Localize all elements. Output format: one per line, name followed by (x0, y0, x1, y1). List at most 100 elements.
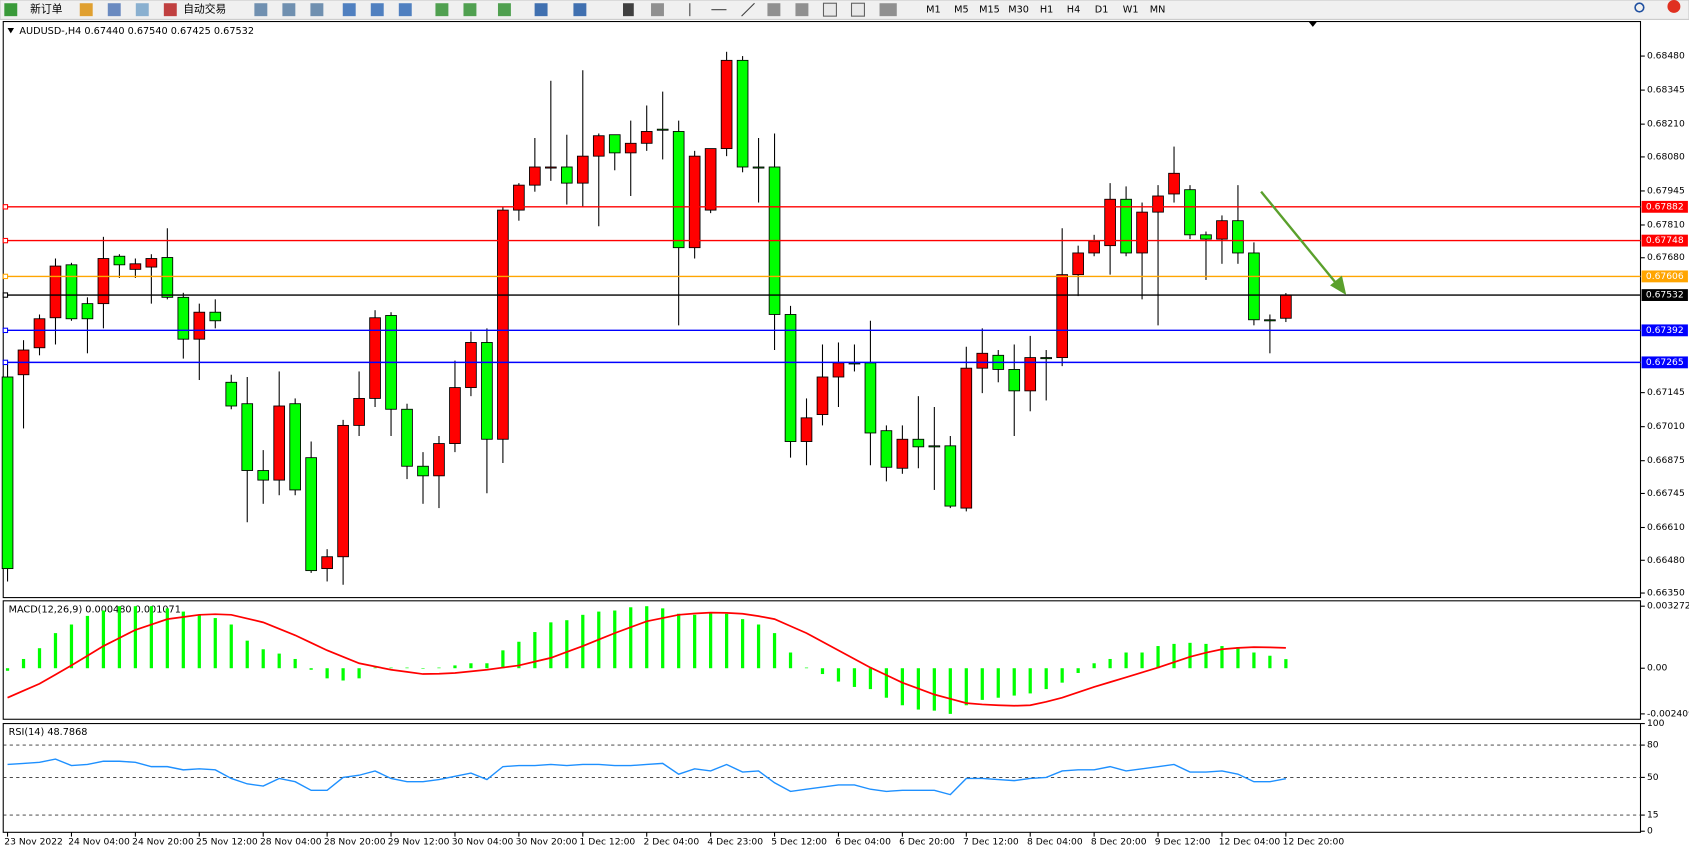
candle-body (672, 131, 685, 249)
tool-icon[interactable] (463, 3, 477, 17)
level-anchor (2, 237, 9, 244)
tool-icon[interactable] (254, 3, 268, 17)
candle-body (273, 405, 286, 481)
candle-body (177, 296, 190, 340)
x-tick-label: 30 Nov 20:00 (516, 838, 578, 848)
x-tick-label: 12 Dec 20:00 (1283, 838, 1345, 848)
tool-icon[interactable] (135, 3, 149, 17)
autotrade-button[interactable]: 自动交易 (183, 3, 226, 16)
periods[interactable] (534, 3, 548, 17)
text-tool[interactable] (822, 2, 837, 17)
candle-body (704, 148, 717, 211)
macd-bar (1044, 668, 1048, 690)
level-label: 0.67392 (1646, 326, 1684, 336)
macd-bar (533, 632, 537, 669)
candle-body (624, 142, 637, 154)
x-tick-label: 8 Dec 20:00 (1091, 838, 1147, 848)
candle-body (1248, 252, 1260, 321)
macd-bar (133, 606, 137, 669)
macd-bar (1124, 652, 1128, 669)
notification-badge[interactable] (1667, 0, 1681, 13)
level-anchor (2, 292, 9, 298)
timeframe-button[interactable]: M5 (954, 5, 969, 16)
cursor-tool[interactable] (623, 3, 634, 17)
indicators[interactable] (497, 3, 511, 17)
candle-body (481, 342, 493, 440)
trend-arrow-head (1330, 275, 1347, 296)
candle-body (209, 311, 222, 322)
candle-body (656, 128, 669, 131)
macd-bar (421, 668, 425, 669)
tool-icon[interactable] (282, 3, 296, 17)
tile-windows[interactable] (398, 3, 412, 17)
candle-body (576, 155, 589, 184)
macd-bar (613, 610, 617, 669)
templates[interactable] (573, 3, 587, 17)
fibo-tool[interactable] (795, 3, 809, 17)
y-tick-label: 0.68080 (1647, 152, 1685, 162)
label-tool[interactable] (850, 2, 865, 17)
candle-body (592, 135, 605, 157)
y-tick-label: 0.68480 (1647, 52, 1685, 62)
macd-bar (661, 608, 665, 669)
tool-icon[interactable] (107, 3, 121, 17)
macd-panel (2, 600, 1642, 720)
tool-icon[interactable] (435, 3, 449, 17)
x-tick-label: 24 Nov 04:00 (68, 838, 130, 848)
candle-body (1152, 195, 1164, 213)
candle-body (449, 387, 461, 444)
candle-body (129, 263, 142, 270)
autotrade-icon[interactable] (163, 3, 177, 17)
timeframe-button[interactable]: D1 (1095, 5, 1109, 16)
level-anchor (2, 359, 9, 366)
trend-arrow (1260, 190, 1340, 288)
candle-body (433, 443, 445, 477)
tool-icon[interactable] (79, 3, 93, 17)
candle-body (1072, 252, 1084, 276)
x-tick-label: 7 Dec 12:00 (963, 838, 1019, 848)
arrows-tool[interactable] (879, 3, 897, 17)
tool-icon[interactable] (310, 3, 324, 17)
macd-bar (309, 668, 313, 670)
crosshair-tool[interactable] (651, 3, 664, 17)
zoom-in[interactable] (342, 3, 356, 17)
macd-bar (772, 633, 777, 669)
main-title: AUDUSD-,H4 0.67440 0.67540 0.67425 0.675… (19, 26, 254, 37)
new-order-button[interactable]: 新订单 (30, 3, 63, 16)
channel-tool[interactable] (767, 3, 781, 17)
new-order-icon[interactable] (4, 3, 18, 17)
level-label-bg (1641, 200, 1688, 213)
candle-body (960, 367, 973, 509)
y-tick-label: 0.67810 (1647, 220, 1685, 230)
macd-bar (21, 658, 26, 669)
search-button[interactable] (1634, 2, 1645, 13)
candle-body (1, 376, 14, 570)
x-tick-label: 9 Dec 12:00 (1155, 838, 1211, 848)
y-tick-label: 0.66610 (1647, 523, 1685, 533)
timeframe-button[interactable]: W1 (1123, 5, 1139, 16)
macd-bar (101, 610, 106, 669)
timeframe-button[interactable]: M15 (979, 5, 1000, 16)
trendline-tool[interactable] (741, 2, 755, 17)
level-label: 0.67606 (1646, 272, 1684, 282)
y-tick-label: 0.003272 (1647, 602, 1689, 612)
candle-body (1264, 319, 1276, 322)
timeframe-button[interactable]: MN (1150, 5, 1166, 16)
y-tick-label: 0.68210 (1647, 120, 1685, 130)
candle-body (976, 352, 989, 369)
zoom-out[interactable] (370, 3, 384, 17)
macd-bar (1140, 652, 1144, 669)
timeframe-button[interactable]: M30 (1008, 5, 1029, 16)
timeframe-button[interactable]: H1 (1040, 5, 1053, 16)
symbol-menu[interactable] (7, 27, 15, 34)
macd-bar (1220, 646, 1224, 669)
candle-body (944, 445, 957, 507)
x-tick-label: 24 Nov 20:00 (132, 838, 194, 848)
macd-bar (1092, 663, 1096, 669)
y-tick-label: 0.67145 (1647, 388, 1685, 398)
macd-bar (261, 649, 265, 669)
candle-body (49, 265, 62, 319)
timeframe-button[interactable]: H4 (1067, 5, 1080, 16)
timeframe-button[interactable]: M1 (926, 5, 941, 16)
